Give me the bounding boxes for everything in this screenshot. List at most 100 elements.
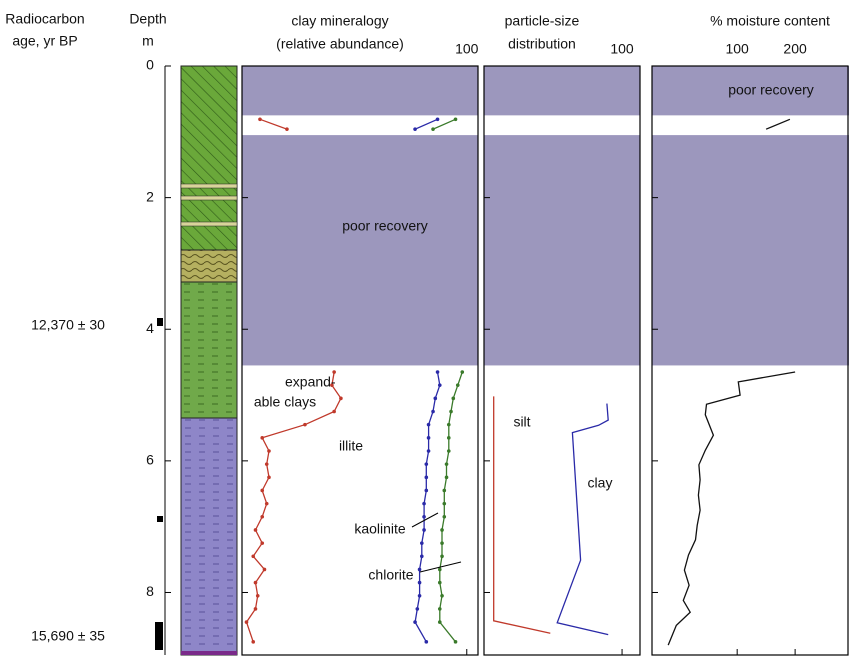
- data-point: [445, 476, 449, 480]
- data-point: [438, 581, 442, 585]
- data-point: [427, 449, 431, 453]
- y-tick-label: 0: [146, 57, 154, 73]
- age-header: age, yr BP: [12, 33, 77, 49]
- data-point: [251, 640, 255, 644]
- poor-recovery-band: [242, 66, 478, 115]
- data-point: [425, 640, 429, 644]
- age-header: Radiocarbon: [5, 11, 84, 27]
- data-point: [425, 476, 429, 480]
- panel-title: distribution: [508, 36, 576, 52]
- data-point: [447, 449, 451, 453]
- data-point: [433, 397, 437, 401]
- data-point: [422, 528, 426, 532]
- y-tick-label: 4: [146, 320, 154, 336]
- data-point: [425, 489, 429, 493]
- data-point: [263, 568, 267, 572]
- data-point: [303, 423, 307, 427]
- leader-line: [412, 513, 438, 527]
- data-point: [436, 370, 440, 374]
- poor-recovery-band: [242, 135, 478, 365]
- series-label: able clays: [254, 394, 316, 410]
- data-point: [332, 410, 336, 414]
- age-label: 12,370 ± 30: [31, 317, 105, 333]
- sample-markers: [155, 318, 163, 650]
- data-point: [267, 449, 271, 453]
- data-point: [254, 581, 258, 585]
- data-point: [447, 436, 451, 440]
- data-point: [438, 383, 442, 387]
- data-point: [285, 127, 289, 131]
- data-point: [447, 423, 451, 427]
- data-point: [438, 568, 442, 572]
- data-point: [416, 607, 420, 611]
- data-point: [442, 502, 446, 506]
- data-point: [422, 515, 426, 519]
- data-point: [431, 127, 435, 131]
- data-point: [449, 410, 453, 414]
- data-point: [418, 594, 422, 598]
- panel-title: (relative abundance): [276, 36, 404, 52]
- data-point: [460, 370, 464, 374]
- depth-header: Depth: [129, 11, 166, 27]
- data-point: [440, 528, 444, 532]
- y-tick-label: 8: [146, 583, 154, 599]
- series-label: expand-: [285, 374, 336, 390]
- figure: 0246812,370 ± 3015,690 ± 35100clay miner…: [0, 0, 849, 657]
- data-point: [442, 489, 446, 493]
- lithology-column: [181, 66, 237, 655]
- data-point: [267, 476, 271, 480]
- data-point: [440, 541, 444, 545]
- data-point: [245, 620, 249, 624]
- data-point: [260, 515, 264, 519]
- data-point: [451, 397, 455, 401]
- data-point: [251, 554, 255, 558]
- data-point: [420, 541, 424, 545]
- data-point: [260, 436, 264, 440]
- data-point: [427, 423, 431, 427]
- profile-line: [494, 396, 551, 633]
- data-point: [265, 462, 269, 466]
- data-point: [438, 620, 442, 624]
- data-point: [254, 607, 258, 611]
- panel-title: particle-size: [505, 13, 580, 29]
- data-point: [339, 397, 343, 401]
- data-point: [258, 118, 262, 122]
- data-point: [260, 541, 264, 545]
- data-point: [413, 620, 417, 624]
- data-point: [442, 515, 446, 519]
- series-label: kaolinite: [354, 521, 406, 537]
- poor-recovery-band: [484, 66, 640, 115]
- x-tick-label: 100: [455, 41, 479, 57]
- data-point: [420, 554, 424, 558]
- data-point: [418, 568, 422, 572]
- poor-recovery-band: [652, 135, 849, 365]
- data-point: [413, 127, 417, 131]
- data-point: [422, 502, 426, 506]
- data-point: [454, 118, 458, 122]
- data-point: [454, 640, 458, 644]
- data-point: [436, 118, 440, 122]
- data-point: [418, 581, 422, 585]
- data-point: [254, 528, 258, 532]
- data-point: [431, 410, 435, 414]
- panel-title: clay mineralogy: [291, 13, 388, 29]
- series-label: silt: [513, 414, 530, 430]
- data-point: [427, 436, 431, 440]
- data-point: [440, 594, 444, 598]
- series-label: clay: [588, 475, 613, 491]
- series-label: chlorite: [368, 567, 413, 583]
- series-label: illite: [339, 438, 363, 454]
- data-point: [456, 383, 460, 387]
- x-tick-label: 100: [610, 41, 634, 57]
- data-point: [265, 502, 269, 506]
- y-tick-label: 6: [146, 452, 154, 468]
- data-point: [256, 594, 260, 598]
- data-point: [438, 607, 442, 611]
- poor-recovery-label: poor recovery: [342, 218, 428, 234]
- poor-recovery-label: poor recovery: [728, 82, 814, 98]
- profile-line: [557, 404, 608, 635]
- panel-title: % moisture content: [710, 13, 830, 29]
- depth-header: m: [142, 33, 154, 49]
- data-point: [260, 489, 264, 493]
